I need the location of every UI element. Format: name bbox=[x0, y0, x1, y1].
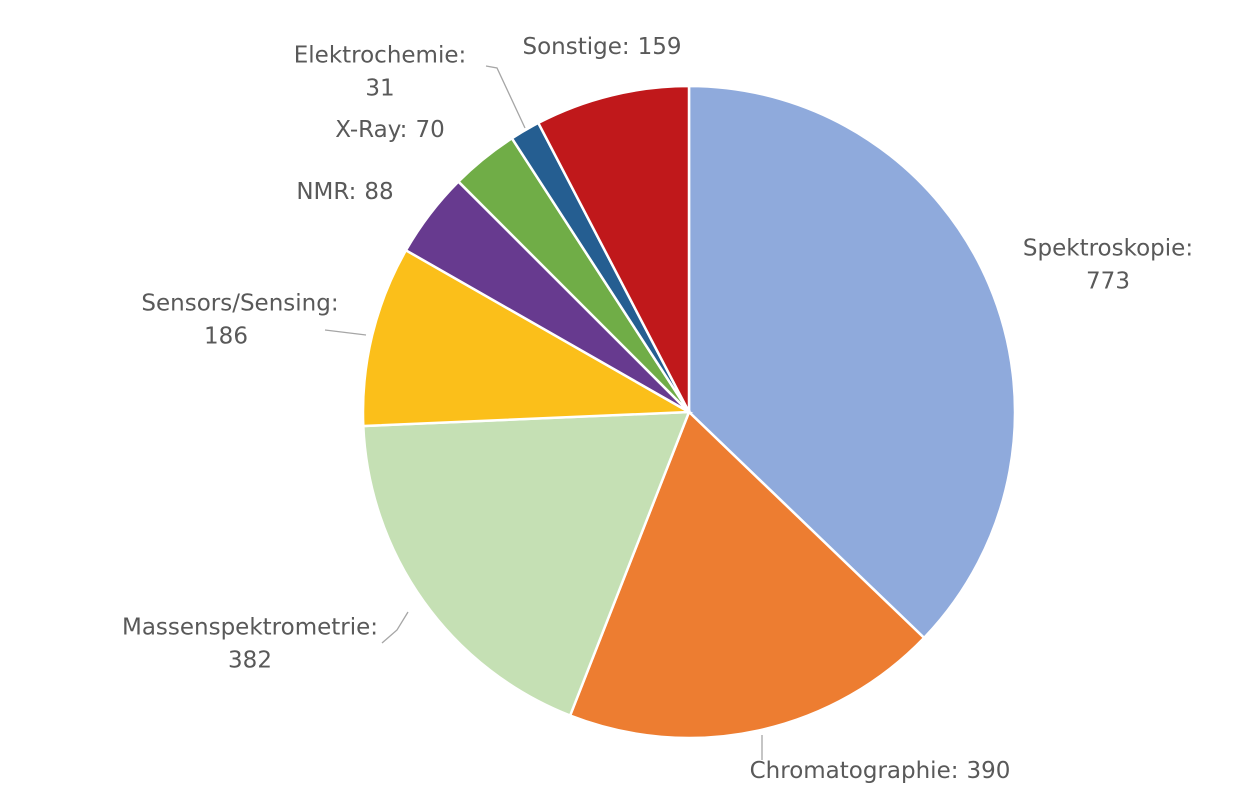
pie-slice bbox=[536, 84, 691, 413]
data-label-value: 159 bbox=[638, 34, 682, 60]
data-label-category: Elektrochemie: bbox=[294, 43, 467, 69]
data-label-value: 390 bbox=[966, 758, 1010, 784]
data-label: X-Ray: 70 bbox=[335, 117, 444, 143]
data-label-value: 186 bbox=[204, 324, 248, 350]
data-label: Sonstige: 159 bbox=[522, 34, 681, 60]
data-label-value: 31 bbox=[365, 76, 394, 102]
pie-slice bbox=[568, 409, 926, 740]
leader-line bbox=[485, 65, 526, 129]
data-label-category: Chromatographie: bbox=[750, 758, 959, 784]
pie bbox=[361, 84, 1017, 740]
pie-slice bbox=[687, 84, 1017, 640]
data-label: NMR: 88 bbox=[296, 179, 393, 205]
data-labels: Spektroskopie: 773 Chromatographie: 390 Mass… bbox=[122, 34, 1193, 784]
data-label-category: Sonstige: bbox=[522, 34, 629, 60]
leader-line bbox=[324, 329, 367, 336]
leader-line bbox=[381, 611, 409, 644]
data-label: Chromatographie: 390 bbox=[750, 758, 1011, 784]
data-label-category: Massenspektrometrie: bbox=[122, 615, 378, 641]
pie-slice bbox=[361, 410, 691, 718]
data-label-value: 773 bbox=[1086, 269, 1130, 295]
data-label-category: Sensors/Sensing: bbox=[141, 291, 338, 317]
data-label-category: Spektroskopie: bbox=[1023, 236, 1193, 262]
data-label-value: 70 bbox=[415, 117, 444, 143]
pie-slice bbox=[361, 248, 694, 428]
data-label-category: NMR: bbox=[296, 179, 356, 205]
data-label-value: 88 bbox=[364, 179, 393, 205]
data-label-value: 382 bbox=[228, 648, 272, 674]
data-label-category: X-Ray: bbox=[335, 117, 407, 143]
